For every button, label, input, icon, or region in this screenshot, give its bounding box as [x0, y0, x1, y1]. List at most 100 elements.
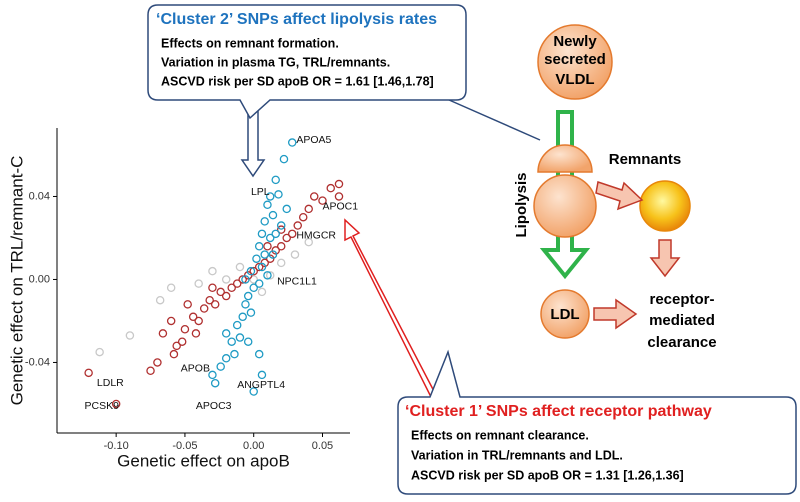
point	[293, 221, 302, 230]
point	[194, 316, 203, 326]
point	[208, 266, 217, 276]
point	[243, 337, 253, 346]
point	[276, 242, 286, 251]
point	[268, 250, 278, 259]
point	[180, 325, 190, 334]
point	[271, 229, 280, 239]
point	[241, 275, 250, 284]
node-label: VLDL	[555, 71, 594, 88]
point	[227, 337, 236, 346]
blue-arrow	[240, 100, 266, 178]
point	[227, 283, 236, 293]
node-label: mediated	[649, 312, 715, 329]
callout-line: ASCVD risk per SD apoB OR = 1.61 [1.46,1…	[161, 74, 434, 88]
point	[257, 370, 267, 380]
node-label: receptor-	[649, 291, 714, 308]
remnant-particle	[639, 180, 691, 232]
point	[298, 212, 308, 222]
point	[263, 242, 272, 251]
point	[252, 254, 261, 263]
y-axis-label: Genetic effect on TRL/remnant-C	[7, 156, 26, 406]
point	[153, 358, 162, 367]
point	[274, 190, 283, 199]
point	[249, 387, 258, 396]
point	[260, 250, 269, 259]
point	[166, 316, 176, 326]
point	[304, 204, 313, 214]
point	[177, 337, 187, 346]
point	[265, 233, 275, 243]
point	[221, 329, 231, 338]
diagram	[147, 4, 797, 495]
point	[188, 312, 198, 322]
point	[125, 331, 135, 340]
y-tick-label: -0.04	[25, 356, 50, 368]
node-label: Remnants	[609, 151, 682, 168]
callout-line: Effects on remnant clearance.	[411, 428, 589, 442]
point	[257, 262, 267, 272]
arrow	[649, 239, 681, 278]
point	[254, 262, 264, 272]
point	[254, 242, 264, 251]
callout-box	[147, 4, 467, 120]
point	[84, 368, 93, 378]
vldl-particle	[537, 24, 613, 100]
node-label: secreted	[544, 51, 606, 68]
point	[205, 295, 214, 305]
point	[232, 320, 242, 330]
point	[254, 349, 264, 359]
point	[260, 217, 269, 226]
node-label: Newly	[553, 33, 597, 50]
point	[271, 175, 280, 185]
node-label: LDL	[550, 306, 579, 323]
callout-line: Effects on remnant formation.	[161, 36, 339, 50]
y-tick-label: 0.00	[29, 273, 50, 285]
point	[146, 366, 155, 376]
point	[318, 196, 327, 205]
annotation: PCSK9	[85, 400, 120, 412]
point	[235, 262, 245, 272]
point	[326, 183, 335, 193]
point	[183, 300, 192, 309]
annotation: ANGPTL4	[237, 379, 285, 391]
annotation: APOA5	[296, 134, 331, 146]
point	[191, 329, 201, 338]
point	[304, 237, 313, 247]
point	[172, 341, 181, 351]
point	[111, 399, 121, 409]
point	[309, 192, 319, 201]
point	[194, 279, 203, 288]
callout-box	[397, 349, 797, 495]
point	[290, 250, 300, 259]
point	[216, 362, 225, 371]
point	[257, 287, 267, 297]
connector	[439, 95, 541, 141]
callout-title: ‘Cluster 2’ SNPs affect lipolysis rates	[156, 11, 437, 28]
point	[208, 370, 217, 380]
x-tick-label: 0.05	[312, 440, 333, 452]
point	[166, 283, 176, 293]
y-tick-label: 0.04	[29, 190, 50, 202]
point	[282, 233, 291, 243]
point	[282, 204, 291, 214]
point	[169, 349, 179, 359]
point	[287, 229, 297, 239]
point	[334, 179, 344, 189]
point	[265, 192, 275, 201]
point	[221, 275, 231, 284]
point	[210, 378, 220, 388]
half-particle	[537, 144, 593, 173]
point	[263, 271, 272, 280]
red-arrow	[344, 218, 438, 398]
point	[276, 225, 286, 234]
point	[249, 283, 258, 293]
point	[155, 295, 165, 305]
node-label: clearance	[647, 334, 716, 351]
point	[210, 300, 220, 309]
point	[221, 354, 231, 363]
point	[249, 275, 258, 284]
point	[254, 279, 264, 288]
point	[243, 291, 253, 301]
x-tick-label: 0.00	[243, 440, 264, 452]
